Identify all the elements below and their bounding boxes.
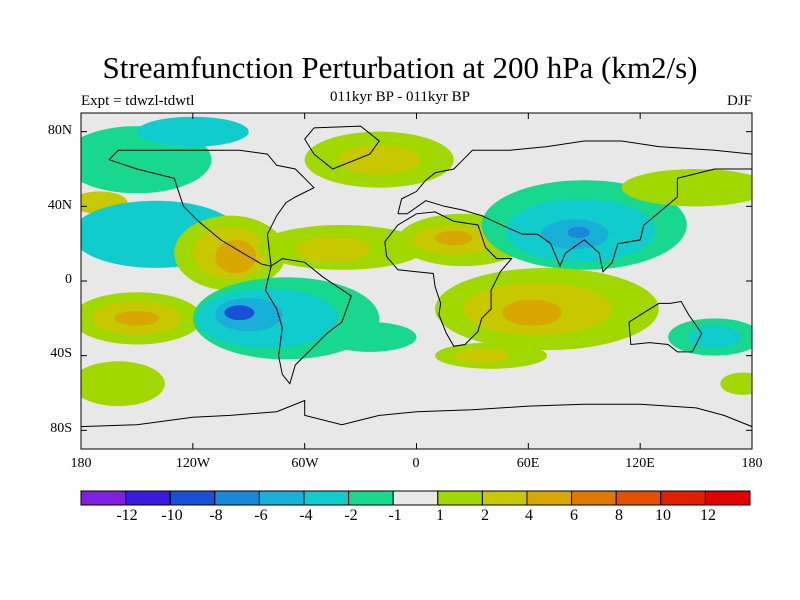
colorbar-swatch [392, 490, 439, 506]
s-indian-orange [502, 299, 562, 326]
experiment-label: Expt = tdwzl-tdwtl [81, 93, 195, 109]
australia-low-cyan [688, 325, 741, 349]
north-america-coast [108, 149, 315, 267]
colorbar-swatch [80, 490, 127, 506]
colorbar-swatch [571, 490, 617, 506]
lat-label-40n: 40N [47, 198, 72, 213]
coastlines [81, 125, 752, 428]
season-label: DJF [726, 93, 752, 109]
colorbar-label: -1 [388, 507, 402, 524]
colorbar-swatch [660, 490, 706, 506]
s-ocean-green-west [81, 361, 165, 407]
colorbar-label: 6 [570, 507, 578, 524]
colorbar-swatch [125, 490, 171, 506]
axis-ticks [80, 113, 753, 449]
s-ocean-yellow-east [453, 348, 510, 364]
colorbar-swatch [348, 490, 394, 506]
colorbar-label: 12 [700, 507, 716, 524]
australia-coast [628, 300, 703, 353]
lat-label-eq: 0 [65, 272, 72, 287]
lon-label-120w: 120W [175, 456, 211, 471]
colorbar-label: -2 [344, 507, 358, 524]
asia-low-core [567, 226, 590, 239]
se-pacific-green [720, 372, 752, 395]
lon-label-0: 0 [412, 456, 420, 471]
colorbar-swatch [169, 490, 216, 506]
colorbar-label: 8 [615, 507, 623, 524]
s-america-low-core [224, 305, 255, 321]
lon-label-60e: 60E [516, 456, 540, 471]
lon-label-120e: 120E [625, 456, 655, 471]
colorbar-label: -6 [254, 507, 268, 524]
colorbar-swatch [258, 490, 305, 506]
colorbar-label: 1 [436, 507, 444, 524]
colorbar-swatch [214, 490, 260, 506]
lon-label-60w: 60W [291, 456, 319, 471]
mexico-high-orange [215, 239, 257, 274]
contour-fields [81, 116, 752, 407]
plot-subtitle: 011kyr BP - 011kyr BP [329, 89, 470, 105]
s-atlantic-green [323, 322, 417, 352]
sahara-orange [435, 230, 473, 246]
colorbar-label: -8 [209, 507, 223, 524]
colorbar-label: 10 [655, 507, 671, 524]
eurasia-coast [397, 140, 752, 273]
colorbar-swatch [303, 490, 350, 506]
colorbar-swatch [615, 490, 662, 506]
lon-label-180e: 180 [741, 456, 763, 471]
colorbar-label: -12 [116, 507, 138, 524]
colorbar [80, 490, 751, 506]
colorbar-swatch [481, 490, 528, 506]
antarctica-coast [81, 399, 752, 428]
south-america-coast [264, 258, 352, 385]
lat-label-80s: 80S [50, 421, 72, 436]
plot-title: Streamfunction Perturbation at 200 hPa (… [102, 50, 698, 85]
colorbar-label: 2 [481, 507, 489, 524]
arctic-cyan [136, 116, 249, 147]
colorbar-label: 4 [525, 507, 533, 524]
lon-label-180w: 180 [70, 456, 92, 471]
atlantic-trop-yellow [295, 236, 370, 263]
n-atlantic-yellow [338, 144, 421, 175]
lat-label-80n: 80N [47, 123, 72, 138]
colorbar-swatch [704, 490, 751, 506]
colorbar-label: -10 [161, 507, 183, 524]
colorbar-label: -4 [299, 507, 313, 524]
lat-label-40s: 40S [50, 346, 72, 361]
africa-coast [384, 211, 513, 347]
colorbar-swatch [437, 490, 483, 506]
s-pacific-orange [114, 310, 160, 326]
colorbar-swatch [526, 490, 573, 506]
e-asia-green-band [621, 169, 752, 207]
greenland-coast [304, 125, 380, 170]
